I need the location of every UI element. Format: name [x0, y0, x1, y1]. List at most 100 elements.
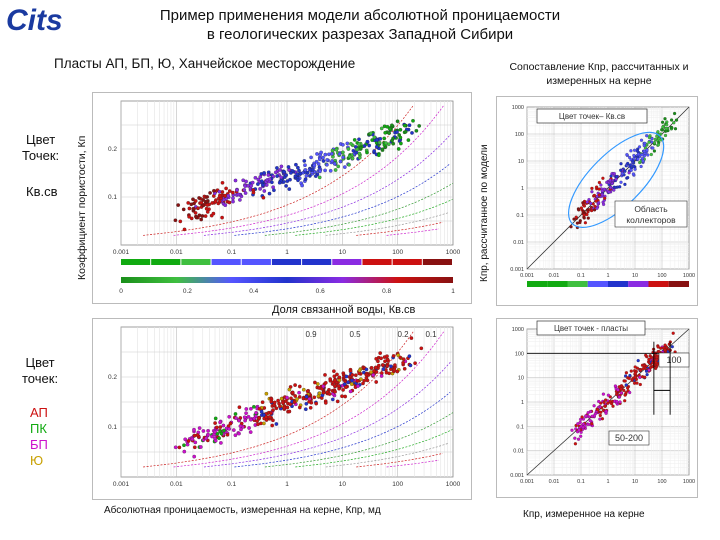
formation-legend: АП ПК БП Ю [30, 405, 48, 469]
data-point [379, 374, 384, 378]
model-curve [325, 442, 449, 468]
data-point [581, 425, 585, 430]
data-point [238, 198, 242, 202]
data-point [269, 411, 273, 416]
data-point [328, 168, 333, 173]
data-point [586, 410, 590, 415]
y-tick-label: 0.1 [108, 424, 117, 431]
color-points-label-bottom: Цвет точек: [22, 355, 58, 387]
data-point [628, 163, 632, 167]
colorbar-block [608, 281, 629, 287]
data-point [194, 214, 198, 219]
data-point [644, 369, 649, 373]
data-point [219, 441, 223, 445]
data-point [613, 185, 618, 190]
data-point [343, 394, 348, 399]
data-point [631, 159, 635, 163]
data-point [633, 371, 637, 375]
data-point [599, 183, 603, 187]
data-point [589, 201, 593, 206]
data-point [343, 385, 348, 390]
data-point [396, 147, 401, 151]
data-point [670, 126, 674, 130]
data-point [345, 141, 350, 146]
data-point [323, 401, 328, 405]
data-point [355, 379, 360, 383]
data-point [227, 189, 232, 193]
x-tick-label: 0.001 [113, 481, 130, 488]
data-point [338, 159, 343, 164]
data-point [231, 428, 236, 432]
data-point [249, 183, 254, 188]
data-point [617, 395, 622, 399]
data-point [357, 155, 362, 160]
data-point [276, 398, 280, 403]
x-tick-label: 0.001 [520, 479, 534, 485]
data-point [205, 195, 210, 199]
data-point [372, 135, 377, 140]
right-title: Сопоставление Кпр, рассчитанных и измере… [484, 60, 714, 88]
data-point [367, 143, 372, 148]
data-point [381, 363, 385, 368]
left-y-axis-label: Коэффициент пористости, Кп [76, 135, 88, 280]
data-point [615, 175, 619, 179]
data-point [582, 204, 587, 208]
data-point [335, 399, 340, 404]
data-point [313, 174, 318, 178]
data-point [333, 168, 338, 172]
data-point [233, 178, 238, 183]
data-point [282, 405, 287, 410]
data-point [234, 416, 238, 420]
x-tick-label: 1 [606, 479, 609, 485]
data-point [259, 179, 264, 184]
title-line-1: Пример применения модели абсолютной прон… [159, 7, 561, 24]
subtitle: Пласты АП, БП, Ю, Ханчейское месторожден… [54, 56, 356, 71]
data-point [346, 380, 350, 385]
model-curve [173, 330, 445, 468]
data-point [574, 215, 578, 219]
data-point [371, 373, 376, 377]
y-tick-label: 100 [515, 132, 524, 138]
chart-bottom-left: 0.001 0.01 0.1 1 10 100 1000 0.1 0.2 0.9 0.5 0.2 0.1 [108, 326, 461, 488]
data-point [355, 147, 360, 152]
data-point [176, 203, 181, 207]
data-point [619, 168, 623, 172]
data-point [258, 187, 262, 191]
bottom-left-axis-label: Абсолютная проницаемость, измеренная на … [104, 505, 381, 516]
data-point [294, 162, 298, 167]
data-point [303, 177, 308, 182]
area-label-line-1: Область [634, 204, 668, 214]
data-point [273, 170, 278, 175]
data-point [597, 187, 601, 191]
data-point [357, 151, 362, 156]
data-point [192, 207, 196, 211]
data-point [595, 206, 599, 210]
data-point [293, 383, 297, 387]
data-point [300, 183, 304, 188]
data-point [633, 365, 637, 369]
swb-axis-label: Доля связанной воды, Кв.св [272, 304, 416, 316]
data-point [305, 389, 310, 394]
x-tick-label: 1 [285, 481, 289, 488]
data-point [243, 191, 248, 195]
colorbar-tick: 0.8 [382, 288, 391, 295]
data-point [235, 188, 239, 192]
data-point [337, 152, 342, 156]
data-point [576, 437, 581, 441]
panel-bottom-left: 0.001 0.01 0.1 1 10 100 1000 0.1 0.2 0.9 0.5 0.2 0.1 [92, 318, 472, 500]
x-tick-label: 1000 [683, 479, 695, 485]
area-label-box [614, 200, 688, 228]
data-point [217, 436, 221, 441]
data-point [287, 387, 292, 392]
data-point [633, 375, 637, 379]
model-curve [143, 330, 414, 468]
data-point [632, 153, 636, 158]
data-point [649, 355, 653, 360]
data-point [321, 159, 326, 163]
data-point [647, 140, 651, 144]
data-point [398, 135, 403, 140]
data-point [237, 431, 241, 436]
data-point [408, 363, 413, 368]
data-point [192, 454, 197, 459]
data-point [288, 177, 292, 182]
